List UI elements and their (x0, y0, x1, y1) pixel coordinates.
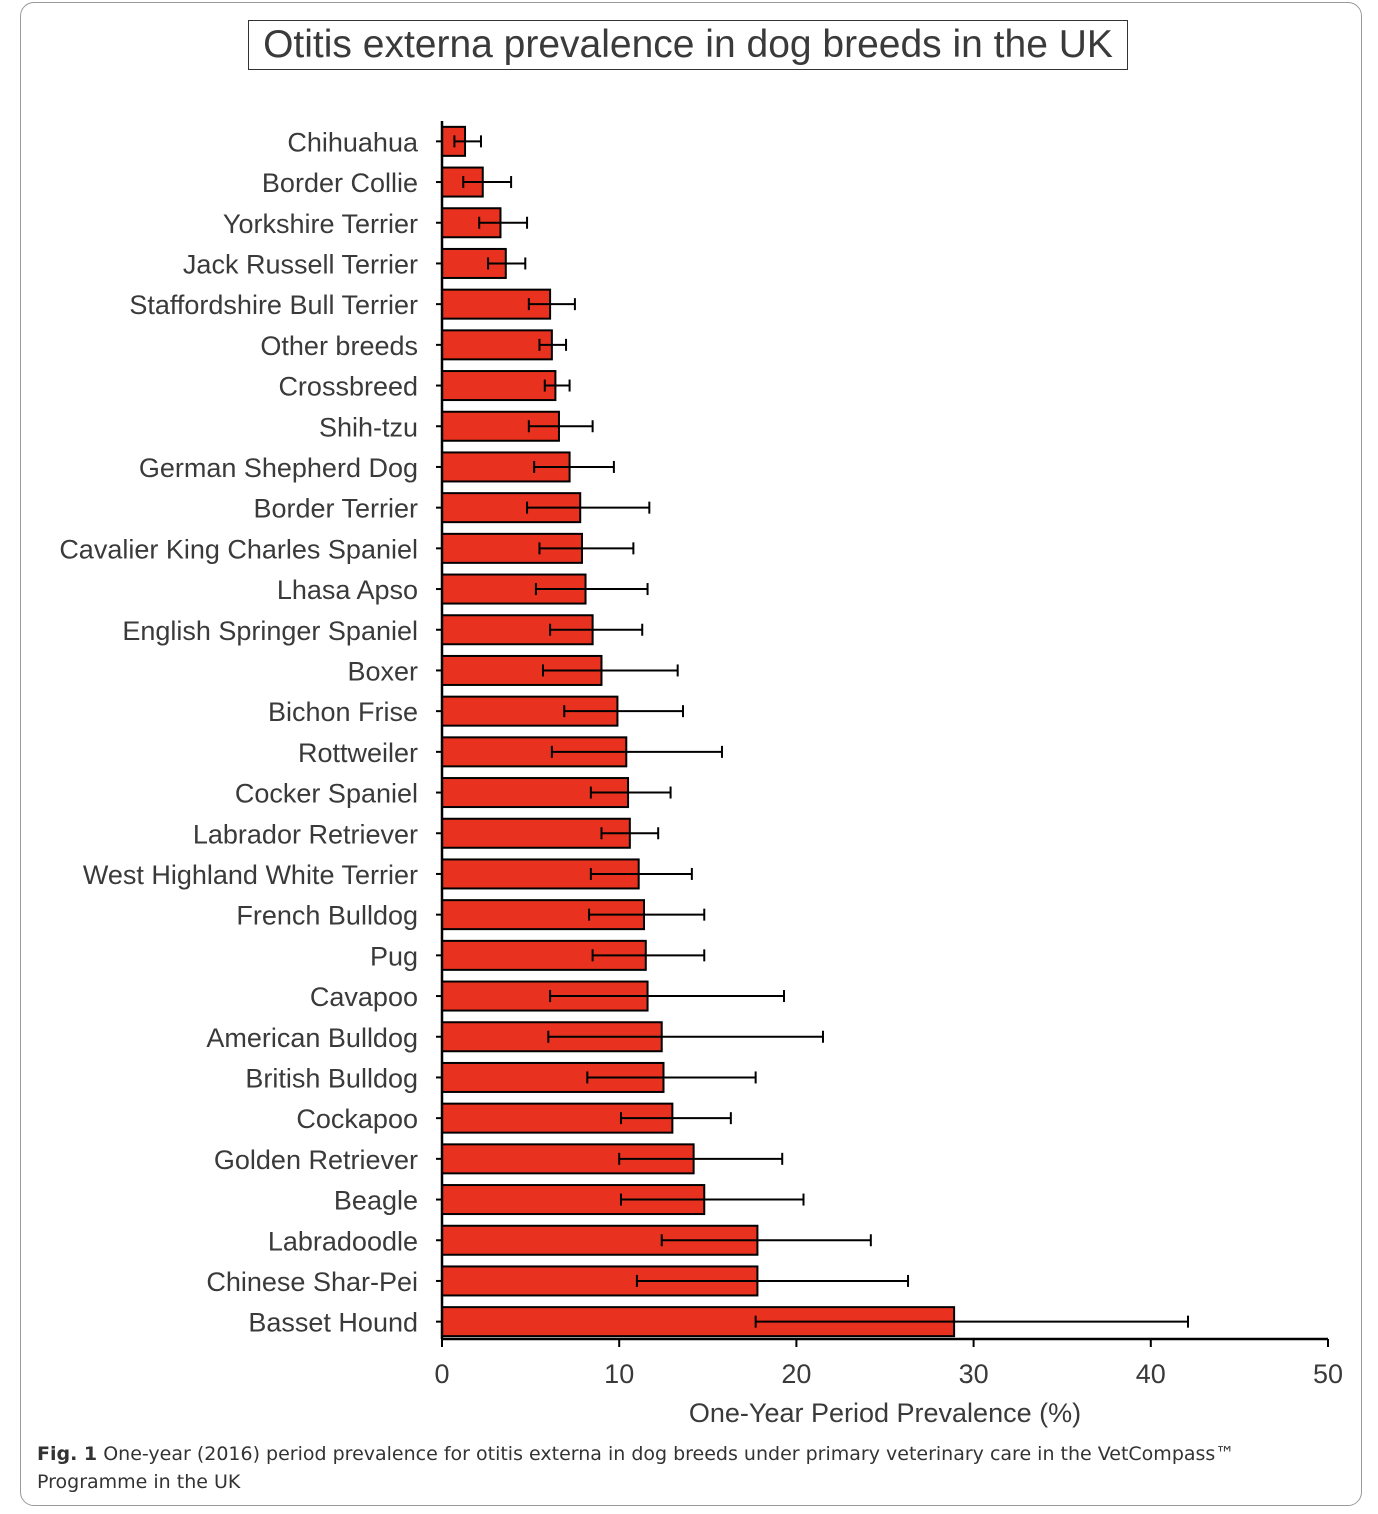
x-tick-label: 20 (781, 1359, 811, 1389)
category-label: Border Collie (262, 168, 418, 198)
caption-text: One-year (2016) period prevalence for ot… (37, 1443, 1235, 1493)
bar (441, 654, 603, 686)
x-tick-label: 0 (434, 1359, 449, 1389)
category-label: Cockapoo (296, 1104, 418, 1134)
category-label: Labrador Retriever (193, 819, 418, 849)
category-label: Beagle (334, 1186, 418, 1216)
category-label: Cavalier King Charles Spaniel (59, 534, 418, 564)
chart-title: Otitis externa prevalence in dog breeds … (248, 20, 1128, 70)
x-axis-label: One-Year Period Prevalence (%) (689, 1398, 1081, 1428)
category-label: Border Terrier (253, 494, 418, 524)
x-tick-label: 30 (959, 1359, 989, 1389)
category-label: Rottweiler (298, 738, 418, 768)
category-label: Pug (370, 941, 418, 971)
category-label: West Highland White Terrier (83, 860, 418, 890)
x-tick-label: 50 (1313, 1359, 1343, 1389)
category-label: English Springer Spaniel (122, 616, 418, 646)
caption-label: Fig. 1 (37, 1443, 98, 1465)
x-tick-label: 40 (1136, 1359, 1166, 1389)
category-label: Cavapoo (310, 982, 418, 1012)
category-label: Basset Hound (248, 1308, 418, 1338)
category-label: Yorkshire Terrier (223, 209, 418, 239)
category-label: Cocker Spaniel (235, 779, 418, 809)
category-label: Staffordshire Bull Terrier (129, 290, 418, 320)
category-label: Other breeds (260, 331, 418, 361)
bar (441, 370, 557, 402)
category-label: Golden Retriever (214, 1145, 418, 1175)
bar (441, 817, 631, 849)
category-label: British Bulldog (245, 1063, 418, 1093)
category-label: French Bulldog (236, 901, 418, 931)
bar (441, 329, 553, 361)
category-label: Jack Russell Terrier (183, 249, 418, 279)
x-tick-label: 10 (604, 1359, 634, 1389)
category-label: American Bulldog (206, 1023, 418, 1053)
category-label: German Shepherd Dog (139, 453, 418, 483)
category-label: Labradoodle (268, 1226, 418, 1256)
category-label: Chihuahua (287, 127, 419, 157)
category-label: Bichon Frise (268, 697, 418, 727)
category-label: Boxer (347, 656, 418, 686)
category-label: Crossbreed (278, 372, 418, 402)
category-label: Shih-tzu (319, 412, 418, 442)
category-label: Lhasa Apso (277, 575, 418, 605)
figure-caption: Fig. 1 One-year (2016) period prevalence… (37, 1440, 1337, 1496)
category-label: Chinese Shar-Pei (206, 1267, 418, 1297)
